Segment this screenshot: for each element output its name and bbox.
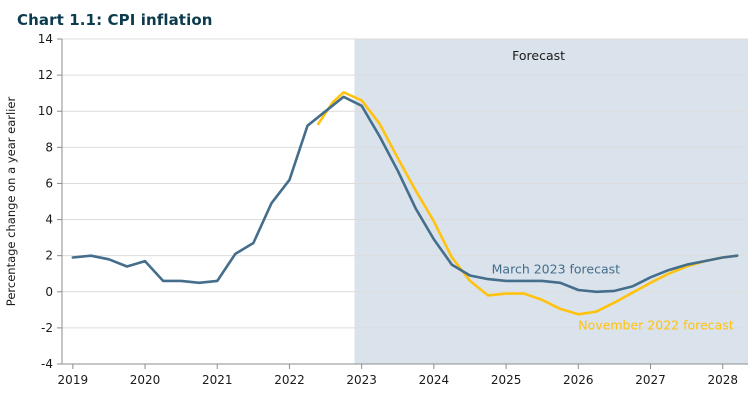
series-line-march-2023-forecast: [71, 95, 739, 294]
y-tick-label: -2: [41, 321, 53, 335]
y-tick-label: 8: [45, 140, 53, 154]
series-line-november-2022-forecast: [316, 90, 739, 316]
y-tick-label: 2: [45, 249, 53, 263]
x-tick-label: 2028: [707, 373, 738, 387]
x-tick-label: 2019: [58, 373, 89, 387]
x-tick-label: 2023: [346, 373, 377, 387]
y-axis-title: Percentage change on a year earlier: [4, 97, 18, 307]
series-label-november-2022-forecast: November 2022 forecast: [578, 318, 733, 333]
y-tick-label: 12: [38, 68, 53, 82]
x-tick-label: 2024: [419, 373, 450, 387]
forecast-label: Forecast: [512, 48, 565, 63]
x-tick-label: 2026: [563, 373, 594, 387]
x-tick-label: 2025: [491, 373, 522, 387]
x-tick-label: 2020: [130, 373, 161, 387]
chart-title: Chart 1.1: CPI inflation: [17, 11, 213, 29]
x-tick-label: 2022: [274, 373, 305, 387]
y-tick-label: 0: [45, 285, 53, 299]
chart-area: -4 -2 0 2 4 6 8 10 12 14 2019 2020 2021 2022 2023 2024 2…: [0, 29, 756, 408]
y-tick-label: 6: [45, 176, 53, 190]
forecast-shaded-region: [354, 39, 748, 364]
y-tick-label: 10: [38, 104, 53, 118]
x-tick-label: 2021: [202, 373, 233, 387]
cpi-inflation-line-chart: -4 -2 0 2 4 6 8 10 12 14 2019 2020 2021 2022 2023 2024 2…: [4, 32, 748, 387]
y-tick-label: 4: [45, 213, 53, 227]
x-tick-label: 2027: [635, 373, 666, 387]
y-tick-label: 14: [38, 32, 53, 46]
y-tick-label: -4: [41, 357, 53, 371]
series-label-march-2023-forecast: March 2023 forecast: [492, 262, 621, 277]
